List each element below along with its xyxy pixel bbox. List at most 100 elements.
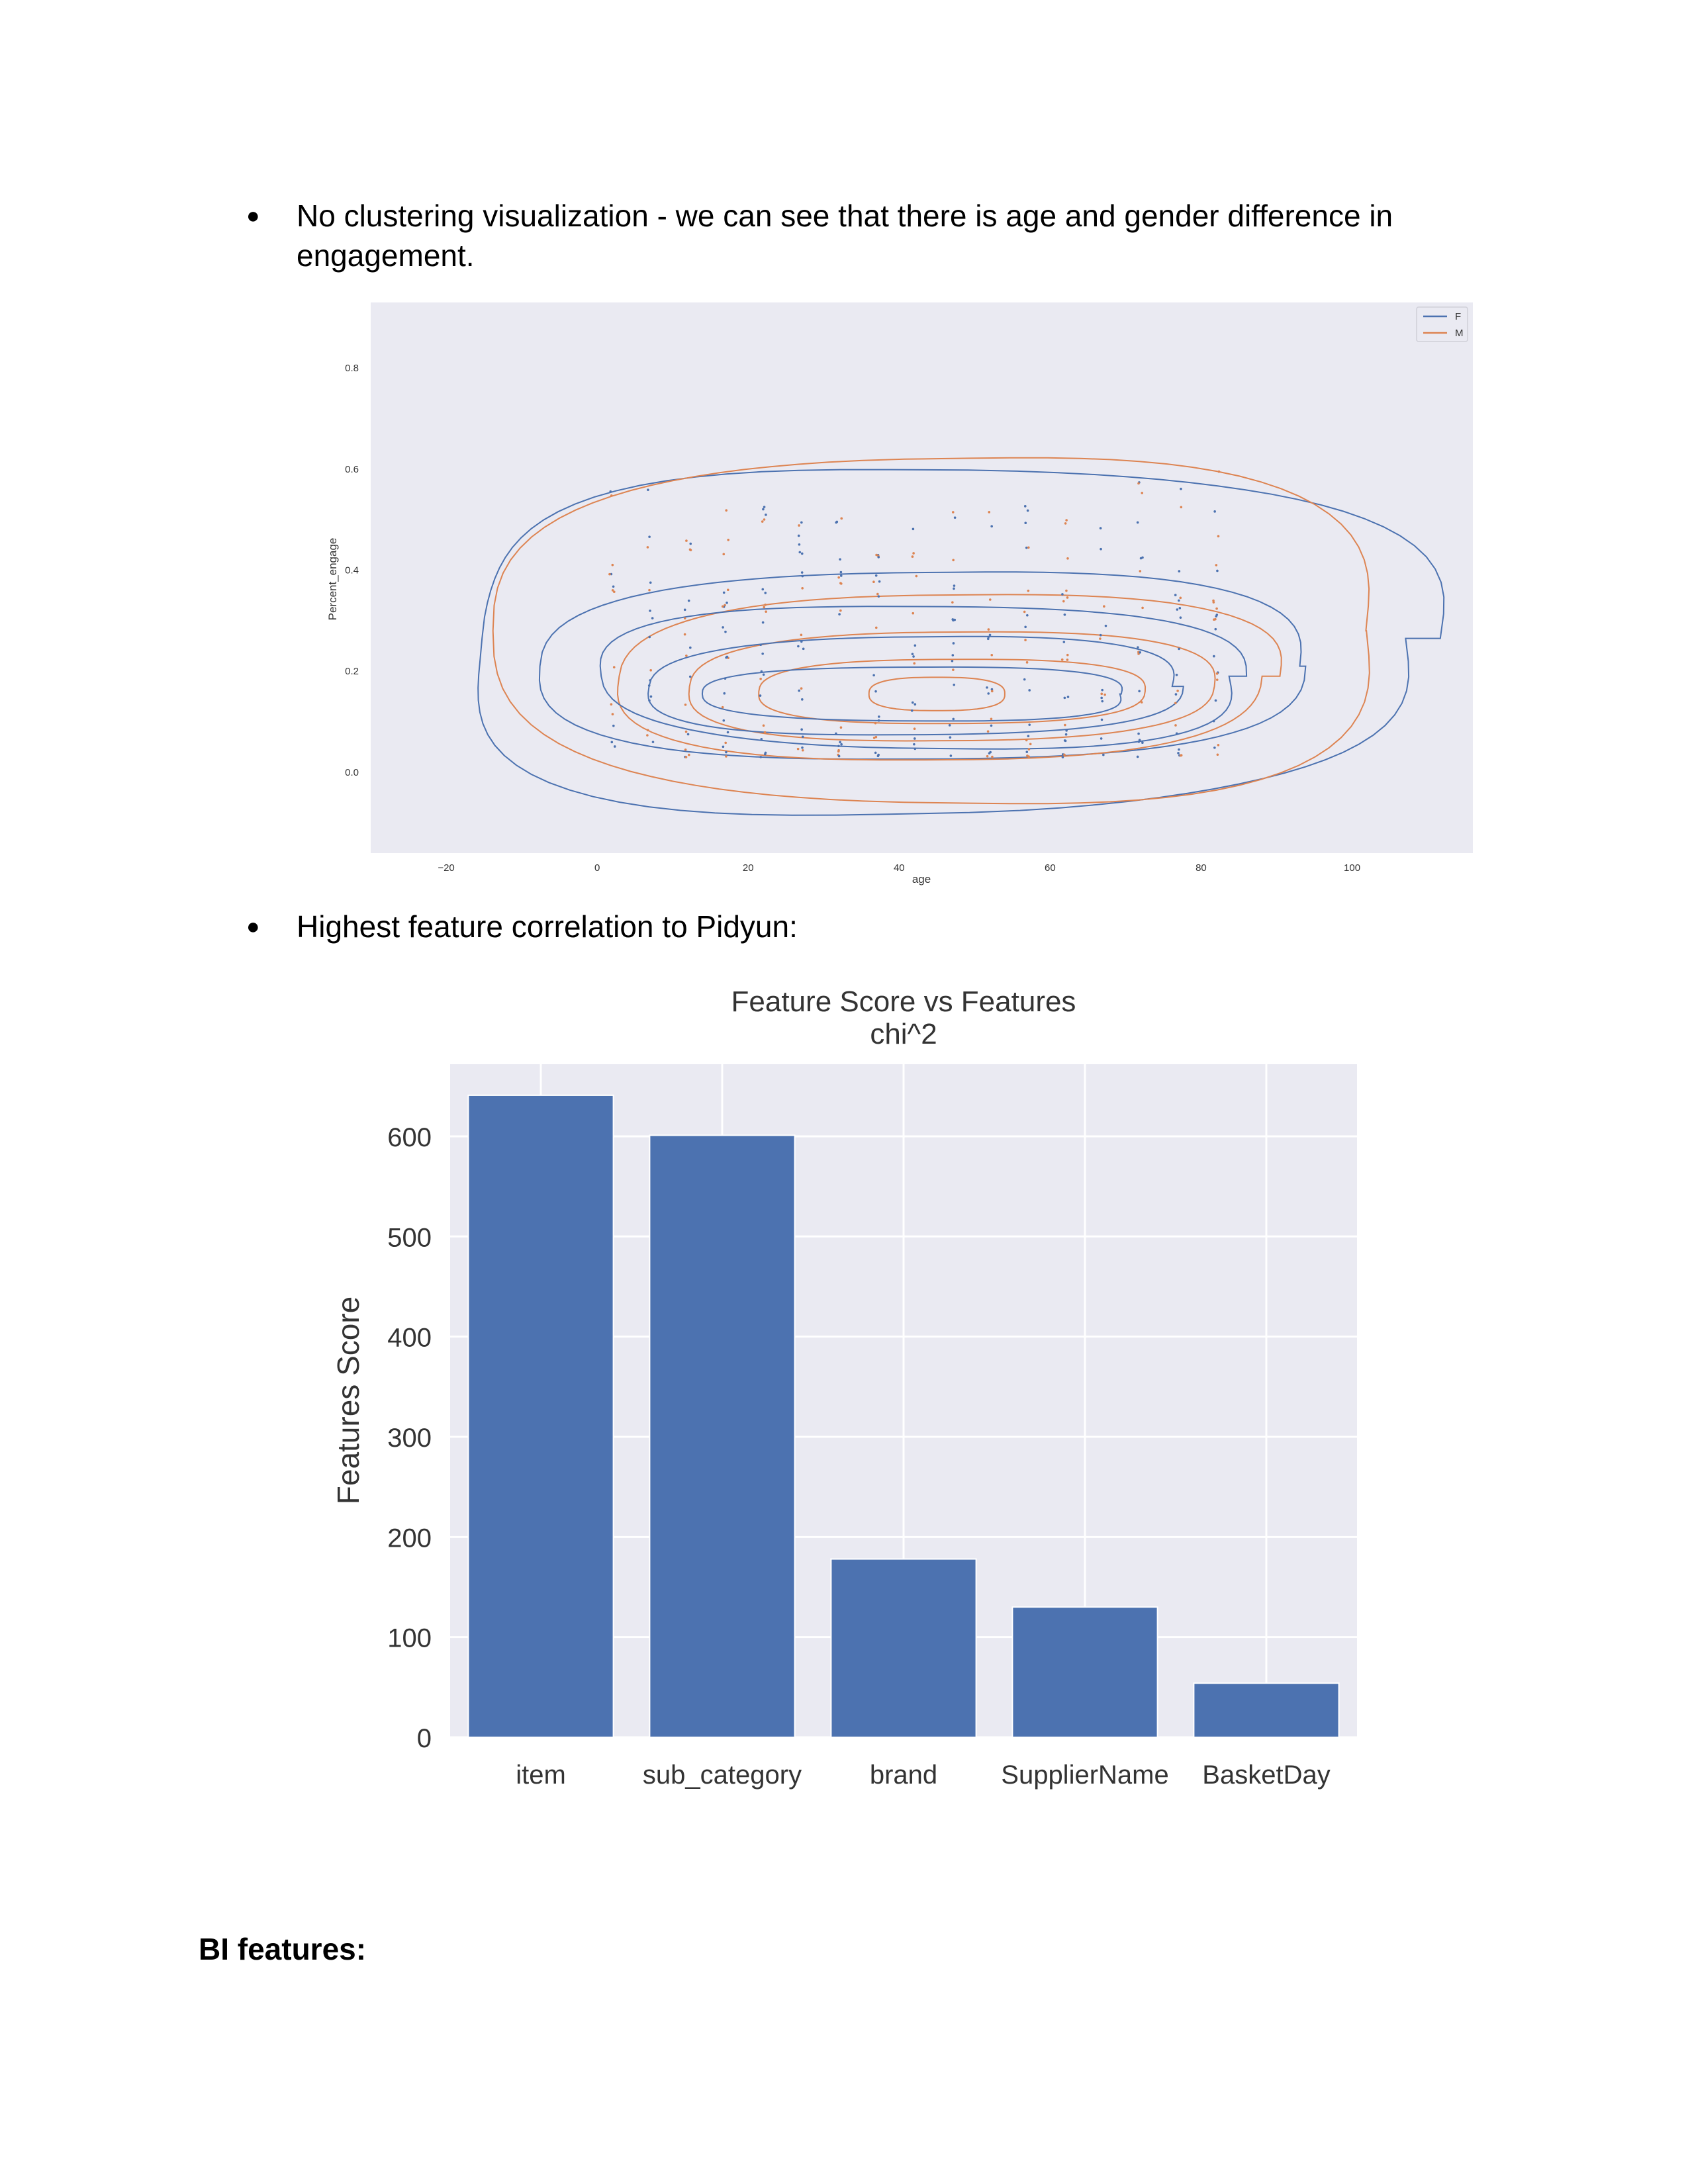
kde-point xyxy=(1063,739,1066,742)
kde-point xyxy=(911,701,914,704)
kde-point xyxy=(838,613,841,615)
kde-point xyxy=(764,604,767,606)
kde-point xyxy=(1178,748,1180,751)
kde-x-tick-label: 80 xyxy=(1196,862,1207,874)
kde-point xyxy=(1180,487,1182,490)
kde-point xyxy=(877,595,880,598)
kde-point xyxy=(646,734,649,737)
kde-point xyxy=(1179,596,1182,600)
section-heading: BI features: xyxy=(199,1932,367,1966)
kde-point xyxy=(837,745,840,748)
kde-point xyxy=(1178,647,1180,651)
kde-point xyxy=(724,630,727,633)
kde-point xyxy=(876,592,879,596)
kde-point xyxy=(988,752,991,754)
bar-item xyxy=(467,1094,614,1739)
kde-point xyxy=(1175,732,1178,735)
kde-point xyxy=(1215,615,1218,618)
kde-point xyxy=(1026,509,1029,512)
kde-y-axis-label: Percent_engage xyxy=(326,538,339,621)
kde-point xyxy=(1026,614,1029,617)
bar-suppliername xyxy=(1011,1606,1158,1738)
kde-point xyxy=(1141,492,1144,494)
kde-point xyxy=(801,746,804,749)
bar-y-tick-label: 0 xyxy=(417,1724,432,1753)
kde-point xyxy=(877,556,880,559)
kde-point xyxy=(722,719,726,722)
kde-point xyxy=(651,617,654,619)
kde-point xyxy=(1063,696,1066,700)
kde-point xyxy=(726,655,729,659)
kde-point xyxy=(1178,607,1182,610)
kde-point xyxy=(761,621,765,624)
chart-y-axis-label: Features Score xyxy=(331,1297,365,1504)
kde-point xyxy=(684,704,687,706)
kde-y-tick-label: 0.4 xyxy=(345,565,359,576)
kde-point xyxy=(723,692,726,695)
kde-point xyxy=(1099,633,1102,637)
kde-contour-m xyxy=(868,676,1006,711)
kde-point xyxy=(1024,522,1027,524)
kde-point xyxy=(722,626,724,629)
kde-point xyxy=(913,662,916,665)
kde-point xyxy=(1141,606,1144,610)
kde-point xyxy=(801,587,804,590)
kde-point xyxy=(1213,746,1216,749)
kde-point xyxy=(839,726,843,729)
kde-point xyxy=(988,598,992,601)
kde-point xyxy=(951,601,954,604)
kde-point xyxy=(764,751,767,754)
kde-point xyxy=(1103,693,1106,696)
kde-point xyxy=(800,571,804,574)
kde-point xyxy=(952,642,955,645)
kde-point xyxy=(1141,556,1144,559)
kde-point xyxy=(990,688,994,691)
kde-point xyxy=(649,695,653,698)
kde-point xyxy=(759,643,762,647)
kde-point xyxy=(877,715,880,718)
kde-point xyxy=(1136,755,1139,758)
kde-point xyxy=(912,655,915,658)
kde-point xyxy=(912,527,915,531)
kde-y-tick-label: 0.8 xyxy=(345,363,359,374)
kde-point xyxy=(1025,751,1029,753)
kde-point xyxy=(951,511,955,514)
kde-point xyxy=(686,733,690,736)
kde-point xyxy=(1217,535,1220,537)
kde-point xyxy=(837,576,840,579)
bar-y-tick-label: 200 xyxy=(387,1524,432,1553)
kde-point xyxy=(648,699,651,702)
kde-point xyxy=(801,574,804,578)
kde-point xyxy=(647,488,649,491)
kde-point xyxy=(759,756,763,758)
kde-point xyxy=(1174,693,1178,696)
kde-point xyxy=(725,755,727,758)
kde-point xyxy=(689,542,692,545)
bar-x-tick-label: BasketDay xyxy=(1202,1760,1330,1790)
kde-point xyxy=(800,728,803,731)
kde-point xyxy=(876,754,880,758)
kde-point xyxy=(987,635,990,639)
kde-point xyxy=(800,640,803,643)
kde-point xyxy=(1179,616,1182,619)
kde-x-ticks: −20 0 20 40 60 80 100 xyxy=(438,862,1360,874)
kde-point xyxy=(722,591,726,594)
kde-point xyxy=(760,737,763,741)
kde-point xyxy=(721,705,724,709)
kde-point xyxy=(1023,505,1027,508)
kde-point xyxy=(611,589,614,592)
kde-point xyxy=(913,743,915,746)
kde-point xyxy=(874,690,877,693)
kde-point xyxy=(1024,625,1027,629)
kde-point xyxy=(839,582,843,585)
kde-point xyxy=(761,652,764,655)
kde-point xyxy=(1024,639,1027,641)
kde-point xyxy=(951,659,954,662)
kde-point xyxy=(949,754,953,757)
kde-point xyxy=(914,644,917,647)
kde-plot: −20 0 20 40 60 80 100 0.0 0.2 0.4 0.6 0.8 age Perc… xyxy=(326,302,1473,886)
kde-point xyxy=(874,574,878,577)
kde-point xyxy=(948,724,951,727)
kde-point xyxy=(1063,753,1066,756)
kde-contour-f xyxy=(647,635,1184,736)
